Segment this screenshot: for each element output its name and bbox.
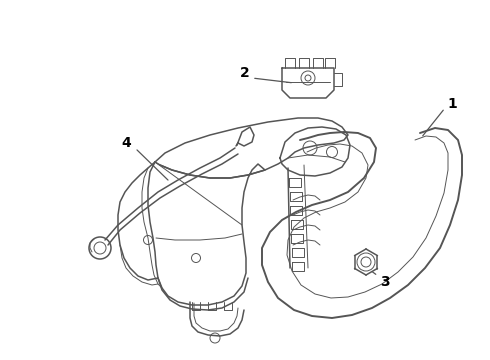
Text: 3: 3 <box>380 275 390 289</box>
Text: 2: 2 <box>240 66 250 80</box>
Text: 4: 4 <box>121 136 131 150</box>
Text: 1: 1 <box>447 97 457 111</box>
